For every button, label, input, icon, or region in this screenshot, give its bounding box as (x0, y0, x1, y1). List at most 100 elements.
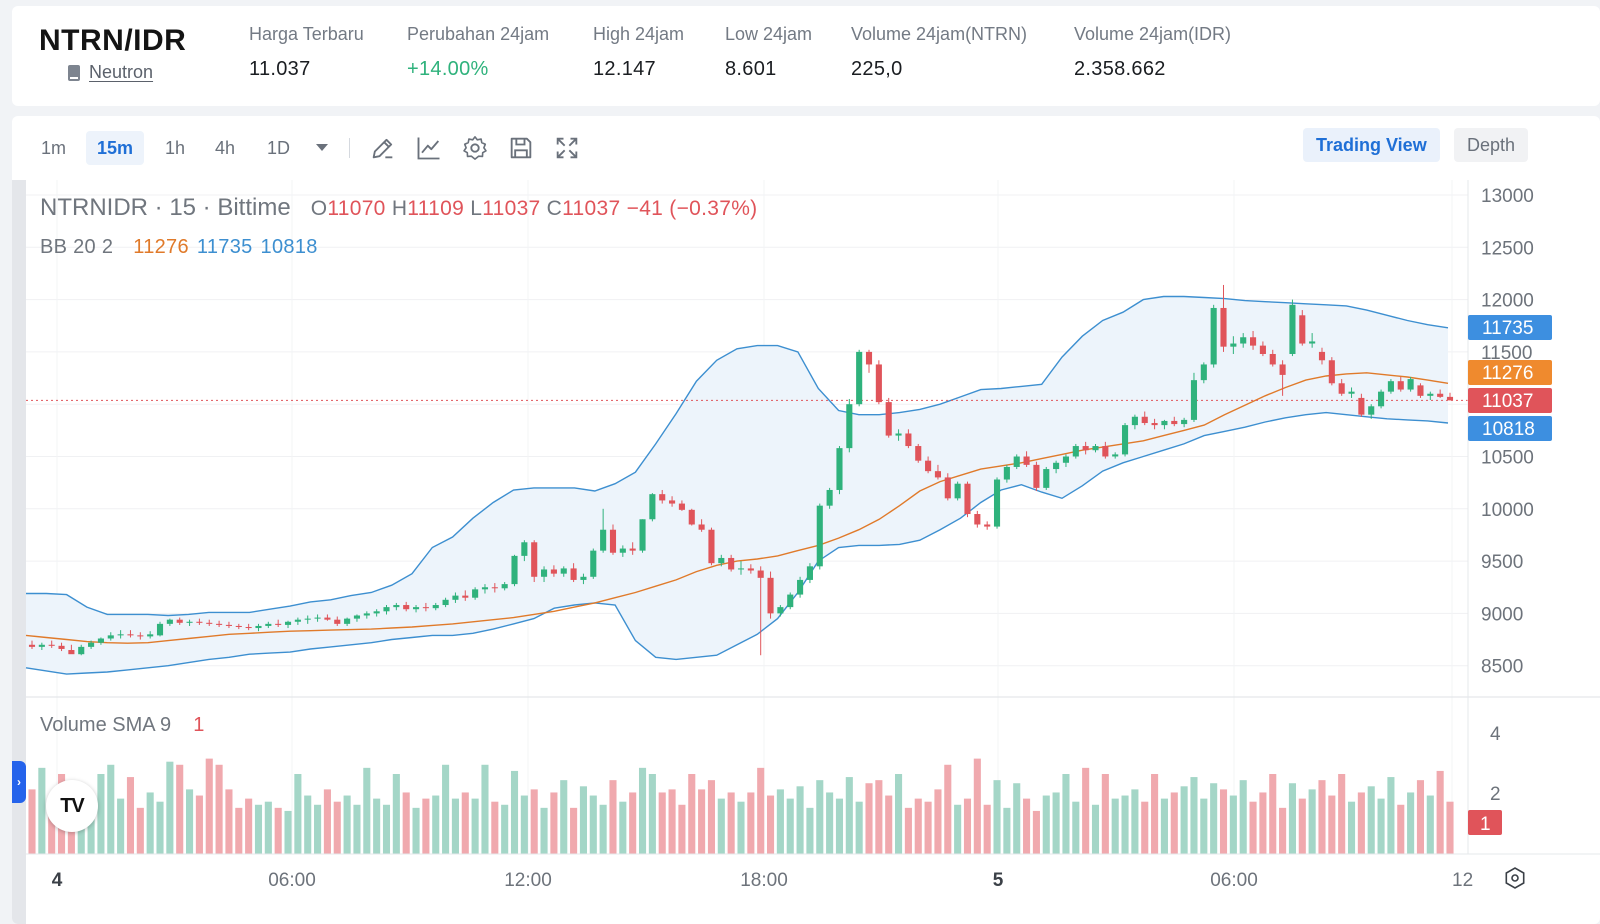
volume-bar (392, 774, 400, 854)
volume-bar (1111, 798, 1119, 854)
candle-body (1240, 337, 1247, 344)
chevron-down-icon[interactable] (316, 144, 328, 151)
price-tick-label: 9000 (1481, 604, 1523, 625)
volume-bar (707, 780, 716, 854)
candle-body (541, 569, 548, 577)
candle-body (747, 568, 754, 571)
depth-button[interactable]: Depth (1454, 128, 1529, 162)
candle-body (1200, 364, 1207, 381)
tradingview-logo[interactable]: TV (46, 780, 98, 832)
candle-body (590, 550, 597, 577)
candle-body (1023, 456, 1030, 465)
candle-body (1250, 337, 1257, 346)
volume-bar (1377, 798, 1385, 854)
interval-1h[interactable]: 1h (165, 138, 186, 158)
price-tick-label: 12500 (1481, 238, 1534, 259)
volume-bar (274, 807, 282, 854)
candle-body (275, 623, 282, 625)
symbol-legend: NTRNIDR · 15 · Bittime O11070 H11109 L110… (40, 194, 757, 222)
volume-bar (540, 807, 548, 854)
volume-label: Volume SMA 9 (40, 714, 172, 736)
candle-body (1151, 423, 1158, 426)
candle-body (865, 351, 873, 365)
settings-icon[interactable] (461, 134, 489, 162)
candle-body (1003, 466, 1010, 480)
time-tick-label: 06:00 (268, 870, 316, 891)
ohlc-values: O11070 H11109 L11037 C11037 −41 (−0.37%) (310, 197, 758, 220)
auto-scale-icon[interactable] (1505, 867, 1525, 889)
volume-bar (156, 801, 164, 854)
fullscreen-icon[interactable] (553, 134, 581, 162)
symbol-line: NTRNIDR · 15 · Bittime (40, 194, 291, 221)
volume-bar (638, 767, 647, 854)
stat-last-price: Harga Terbaru 11.037 (249, 24, 364, 81)
volume-bar (1101, 774, 1109, 854)
candle-body (649, 494, 656, 520)
volume-bar (1308, 789, 1316, 854)
coin-name-link[interactable]: Neutron (89, 62, 154, 82)
chart-panel: 1m 15m 1h 4h 1D Trading View Depth 13000… (12, 116, 1600, 924)
volume-bar (1298, 798, 1306, 854)
candle-body (1309, 341, 1316, 344)
volume-bar (254, 804, 263, 854)
interval-1m[interactable]: 1m (41, 138, 67, 158)
price-badge-label: 11037 (1482, 391, 1533, 412)
pencil-icon[interactable] (369, 134, 397, 162)
candle-body (186, 621, 193, 623)
stat-label: Low 24jam (725, 24, 813, 44)
volume-bar (717, 798, 725, 854)
volume-legend[interactable]: Volume SMA 9 1 (40, 714, 204, 737)
volume-bar (589, 795, 597, 854)
volume-bar (38, 767, 46, 854)
volume-bar (1397, 804, 1405, 854)
volume-bar (1210, 783, 1218, 854)
candle-body (491, 587, 498, 589)
volume-bar (629, 792, 637, 854)
bollinger-legend[interactable]: BB 20 2 11276 11735 10818 (40, 236, 318, 259)
stat-volume-idr: Volume 24jam(IDR) 2.358.662 (1074, 24, 1231, 81)
interval-15m[interactable]: 15m (86, 131, 145, 165)
save-icon[interactable] (507, 134, 535, 162)
stat-low-24h: Low 24jam 8.601 (725, 24, 812, 81)
candle-body (334, 619, 341, 624)
indicators-icon[interactable] (415, 134, 443, 162)
candle-body (1053, 462, 1060, 470)
volume-bar (737, 801, 745, 854)
interval-1d[interactable]: 1D (267, 138, 291, 158)
candle-body (58, 645, 65, 649)
volume-bar (1091, 804, 1100, 854)
auto-scale-icon-dot (1511, 874, 1519, 882)
candle-body (1338, 383, 1345, 394)
volume-bar (215, 764, 223, 854)
volume-bar (343, 795, 351, 854)
volume-bar (895, 774, 903, 854)
time-tick-label: 12:00 (504, 870, 552, 891)
expand-sidebar-button[interactable]: › (12, 761, 26, 803)
volume-bar (205, 758, 213, 854)
volume-bar (786, 798, 794, 854)
candle-body (639, 519, 646, 551)
volume-bar (451, 798, 459, 854)
volume-bar (166, 761, 174, 854)
volume-bar (885, 795, 893, 854)
candle-body (137, 635, 144, 637)
candle-body (344, 618, 351, 624)
volume-bar (1446, 801, 1454, 854)
trading-view-button[interactable]: Trading View (1303, 128, 1440, 162)
candle-body (304, 618, 311, 620)
stat-value: 2.358.662 (1074, 58, 1166, 80)
price-chart[interactable]: 13000 12500 12000 11500 10500 10000 9500 9000 85… (12, 116, 1600, 924)
coin-link[interactable]: Neutron (68, 62, 153, 83)
candle-body (452, 595, 459, 600)
candle-body (481, 587, 489, 590)
volume-bar (1160, 798, 1168, 854)
volume-bar (973, 758, 981, 854)
volume-bar (1367, 786, 1375, 854)
volume-bar (1190, 777, 1198, 854)
volume-bar (1219, 789, 1228, 854)
interval-4h[interactable]: 4h (215, 138, 236, 158)
candle-body (1318, 351, 1326, 361)
stat-label: High 24jam (593, 24, 685, 44)
volume-bar (983, 804, 991, 854)
price-badge (1468, 315, 1552, 340)
